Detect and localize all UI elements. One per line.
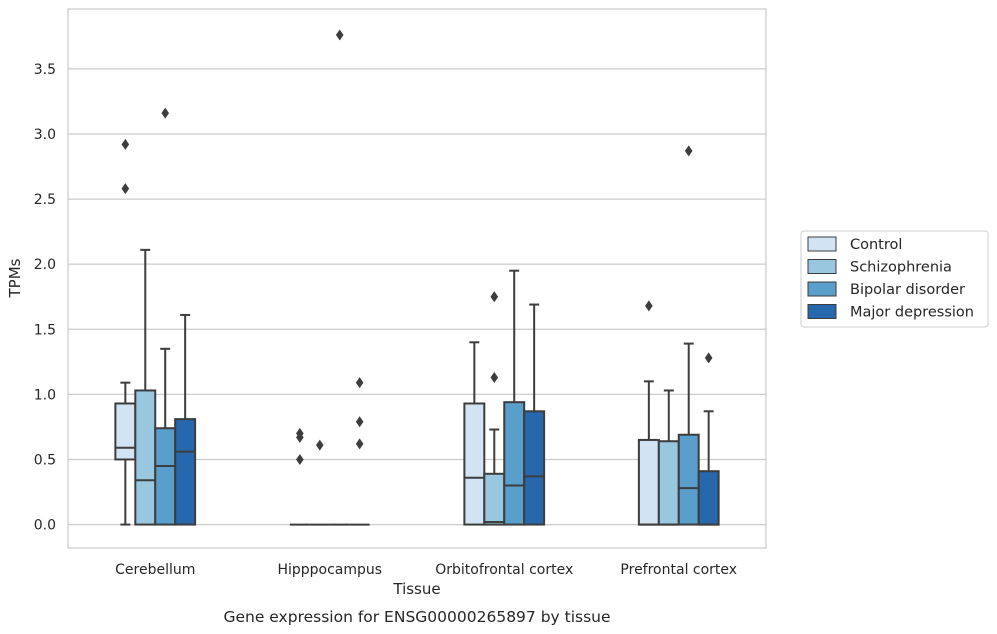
box-3-0 bbox=[637, 300, 660, 526]
box-1-3 bbox=[349, 377, 370, 526]
box-3-2 bbox=[677, 145, 700, 526]
box-2-0 bbox=[463, 341, 486, 526]
box-body bbox=[503, 401, 526, 526]
outlier-point bbox=[704, 352, 713, 364]
box-body bbox=[637, 438, 660, 526]
y-tick-label: 0.5 bbox=[34, 452, 56, 468]
legend-swatch bbox=[807, 281, 837, 297]
outlier-point bbox=[645, 300, 653, 312]
outlier-point bbox=[355, 377, 364, 389]
outlier-point bbox=[121, 183, 130, 195]
outlier-point bbox=[335, 29, 344, 41]
boxes-layer bbox=[114, 29, 720, 526]
y-tick-label: 2.5 bbox=[34, 192, 56, 208]
box-body bbox=[174, 418, 197, 526]
box-body bbox=[134, 389, 157, 526]
x-tick-label: Prefrontal cortex bbox=[620, 562, 737, 578]
x-tick-label: Orbitofrontal cortex bbox=[435, 562, 573, 578]
outlier-point bbox=[296, 453, 304, 465]
legend-swatch bbox=[807, 236, 837, 252]
outlier-point bbox=[490, 371, 499, 383]
box-0-3 bbox=[174, 313, 197, 526]
box-body bbox=[523, 410, 546, 526]
outlier-point bbox=[355, 416, 364, 428]
legend-label: Bipolar disorder bbox=[850, 282, 965, 298]
legend: Control Schizophrenia Bipolar disorder Majo… bbox=[800, 230, 989, 328]
box-body bbox=[657, 440, 680, 526]
x-axis-label: Tissue bbox=[392, 580, 440, 598]
box-body bbox=[114, 402, 137, 461]
outlier-point bbox=[296, 427, 304, 439]
y-tick-label: 0.0 bbox=[34, 518, 56, 534]
y-tick-labels: 0.0 0.5 1.0 1.5 2.0 2.5 3.0 3.5 bbox=[34, 62, 56, 534]
y-tick-label: 1.5 bbox=[34, 322, 56, 338]
outlier-point bbox=[161, 107, 170, 119]
y-tick-label: 3.5 bbox=[34, 62, 56, 78]
legend-swatch bbox=[807, 259, 837, 274]
box-1-2 bbox=[329, 29, 350, 526]
legend-label: Major depression bbox=[850, 305, 974, 321]
box-0-0 bbox=[114, 138, 137, 526]
plot-area-frame bbox=[67, 8, 767, 549]
y-axis-label: TPMs bbox=[6, 258, 24, 298]
y-tick-label: 1.0 bbox=[34, 387, 56, 403]
legend-frame bbox=[800, 230, 989, 328]
x-tick-labels: Cerebellum Hipppocampus Orbitofrontal cort… bbox=[115, 562, 737, 578]
box-3-3 bbox=[697, 352, 720, 526]
box-0-2 bbox=[154, 107, 177, 526]
chart-title: Gene expression for ENSG00000265897 by t… bbox=[223, 608, 610, 626]
box-1-0 bbox=[289, 427, 310, 526]
outlier-point bbox=[684, 145, 693, 157]
box-2-3 bbox=[523, 303, 546, 526]
box-body bbox=[697, 470, 720, 526]
outlier-point bbox=[490, 291, 499, 303]
box-body bbox=[677, 433, 700, 526]
outlier-point bbox=[315, 439, 324, 451]
legend-swatch bbox=[807, 304, 837, 319]
y-tick-label: 3.0 bbox=[34, 127, 56, 143]
box-body bbox=[483, 472, 506, 526]
box-body bbox=[463, 402, 486, 526]
box-1-1 bbox=[309, 439, 330, 526]
legend-label: Control bbox=[850, 237, 902, 253]
y-tick-label: 2.0 bbox=[34, 257, 56, 273]
box-3-1 bbox=[657, 389, 680, 526]
x-tick-label: Cerebellum bbox=[115, 562, 195, 578]
box-body bbox=[154, 427, 177, 526]
x-tick-label: Hipppocampus bbox=[277, 562, 382, 578]
outlier-point bbox=[121, 138, 130, 150]
legend-label: Schizophrenia bbox=[850, 260, 952, 276]
outlier-point bbox=[355, 438, 364, 450]
